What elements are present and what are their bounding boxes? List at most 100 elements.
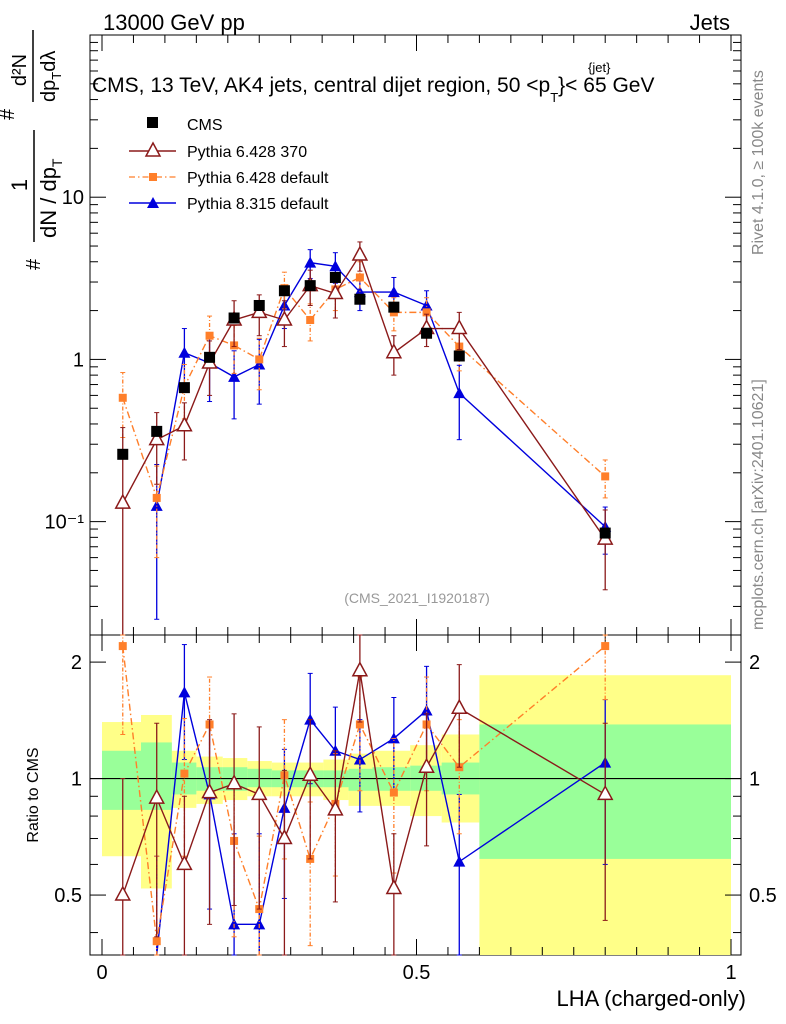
x-tick-label: 0.5 xyxy=(403,962,431,984)
main-p6-default-point xyxy=(205,331,214,340)
ylabel-hash-2: # xyxy=(0,108,19,120)
main-p6-default-point xyxy=(152,493,161,502)
ratio-p8-point xyxy=(178,686,191,698)
main-p8-point xyxy=(150,499,163,511)
ratio-p6-default-point xyxy=(355,720,364,729)
main-p6-default-point xyxy=(306,315,315,324)
ratio-y-tick-label-right: 0.5 xyxy=(749,885,777,907)
ratio-p6-370-point xyxy=(201,783,218,799)
ratio-y-tick-label-left: 1 xyxy=(71,769,82,791)
ratio-panel: 0.5 0.5 1 1 2 2 0 0.5 1 xyxy=(54,634,777,984)
ratio-y-tick-label-left: 0.5 xyxy=(54,885,82,907)
main-cms-point xyxy=(278,285,290,297)
ratio-p6-370-line xyxy=(122,670,606,896)
ratio-p6-370-point xyxy=(418,757,435,773)
main-p8-point xyxy=(420,299,433,311)
main-p6-default-point xyxy=(355,273,364,282)
main-p8-point xyxy=(178,346,191,358)
ylabel-num1: 1 xyxy=(7,179,32,191)
main-p8-point xyxy=(253,358,266,370)
main-panel: 10⁻¹ 1 10 xyxy=(45,34,742,636)
ratio-p6-370-point xyxy=(176,854,193,871)
main-p8-point xyxy=(228,370,241,382)
main-p8-point xyxy=(329,260,342,272)
x-axis-label: LHA (charged-only) xyxy=(556,986,746,1011)
main-cms-point xyxy=(117,448,129,460)
main-p6-default-point xyxy=(601,472,610,481)
ratio-p6-370-point xyxy=(301,765,319,782)
legend-label-cms: CMS xyxy=(187,117,223,134)
main-p6-default-line xyxy=(122,276,606,501)
ratio-p6-370-point xyxy=(596,784,614,801)
ylabel-frac2-den: dpTdλ xyxy=(38,51,64,102)
analysis-watermark: (CMS_2021_I1920187) xyxy=(344,590,490,606)
main-cms-point xyxy=(354,293,366,305)
main-cms-point xyxy=(253,299,265,311)
legend-marker-cms xyxy=(147,117,158,128)
main-p6-370-point xyxy=(385,343,403,359)
main-p8-point xyxy=(304,256,317,268)
legend-marker-p6-default xyxy=(149,173,157,181)
ratio-ylabel: Ratio to CMS xyxy=(25,747,42,842)
main-p8-point xyxy=(387,286,400,298)
legend-label-p6-370: Pythia 6.428 370 xyxy=(187,144,307,161)
ratio-p6-370-point xyxy=(250,784,268,801)
main-cms-point xyxy=(421,327,433,339)
energy-label: 13000 GeV pp xyxy=(103,10,245,35)
main-p6-370-point xyxy=(327,283,344,300)
ratio-p8-point xyxy=(353,753,366,765)
ylabel-frac2-num: d²N xyxy=(9,54,31,86)
main-cms-point xyxy=(388,301,400,313)
main-y-tick-label: 10 xyxy=(62,187,84,209)
ratio-p6-370-point xyxy=(225,774,243,790)
legend-marker-p8 xyxy=(147,197,159,208)
ratio-p6-default-point xyxy=(389,788,398,797)
main-p6-370-point xyxy=(276,310,293,326)
main-p6-370-point xyxy=(451,318,468,335)
ratio-y-tick-label-right: 2 xyxy=(749,652,760,674)
ratio-band-inner xyxy=(102,750,141,810)
ratio-p6-370-point xyxy=(451,698,468,714)
main-p6-default-point xyxy=(255,355,264,364)
rivet-label: Rivet 4.1.0, ≥ 100k events xyxy=(750,70,767,255)
ratio-p8-point xyxy=(420,704,433,716)
plot-title: CMS, 13 TeV, AK4 jets, central dijet reg… xyxy=(92,74,654,105)
ylabel-den: dN / dpT xyxy=(36,158,65,238)
ratio-p6-370-point xyxy=(351,661,369,677)
main-p6-370-point xyxy=(114,493,132,509)
main-ylabel: # 1 dN / dpT # d²N dpTdλ xyxy=(0,30,65,270)
ratio-p6-370-point xyxy=(385,878,403,895)
main-cms-point xyxy=(599,527,611,539)
main-p6-370-point xyxy=(148,430,165,446)
ratio-p8-point xyxy=(253,918,266,930)
main-cms-point xyxy=(151,425,163,437)
legend-label-p6-default: Pythia 6.428 default xyxy=(187,170,329,187)
ratio-p6-default-point xyxy=(180,769,189,778)
mcplots-label: mcplots.cern.ch [arXiv:2401.10621] xyxy=(750,379,767,630)
main-p6-370-point xyxy=(351,245,369,261)
x-tick-label: 0 xyxy=(96,962,107,984)
ratio-p6-default-point xyxy=(601,642,610,651)
ratio-y-tick-label-left: 2 xyxy=(71,652,82,674)
ratio-p6-370-point xyxy=(327,800,344,816)
ratio-frame xyxy=(89,634,742,956)
main-cms-point xyxy=(453,350,465,362)
main-p8-point xyxy=(453,387,466,399)
ratio-y-tick-label-right: 1 xyxy=(749,769,760,791)
plot-title-sup: {jet} xyxy=(588,60,611,75)
ratio-p6-default-point xyxy=(118,642,127,651)
legend-label-p8: Pythia 8.315 default xyxy=(187,196,329,213)
ratio-p6-370-point xyxy=(148,788,165,804)
main-p6-default-point xyxy=(422,308,431,317)
x-tick-label: 1 xyxy=(725,962,736,984)
main-p8-line xyxy=(156,261,606,528)
ylabel-hash-1: # xyxy=(23,258,45,270)
main-cms-point xyxy=(329,271,341,283)
legend-marker-p6-370 xyxy=(144,141,162,157)
main-cms-point xyxy=(228,312,240,324)
legend: CMS Pythia 6.428 370 Pythia 6.428 defaul… xyxy=(129,117,329,213)
ratio-p6-370-point xyxy=(114,885,132,901)
main-cms-point xyxy=(204,351,216,363)
main-cms-point xyxy=(304,280,316,292)
